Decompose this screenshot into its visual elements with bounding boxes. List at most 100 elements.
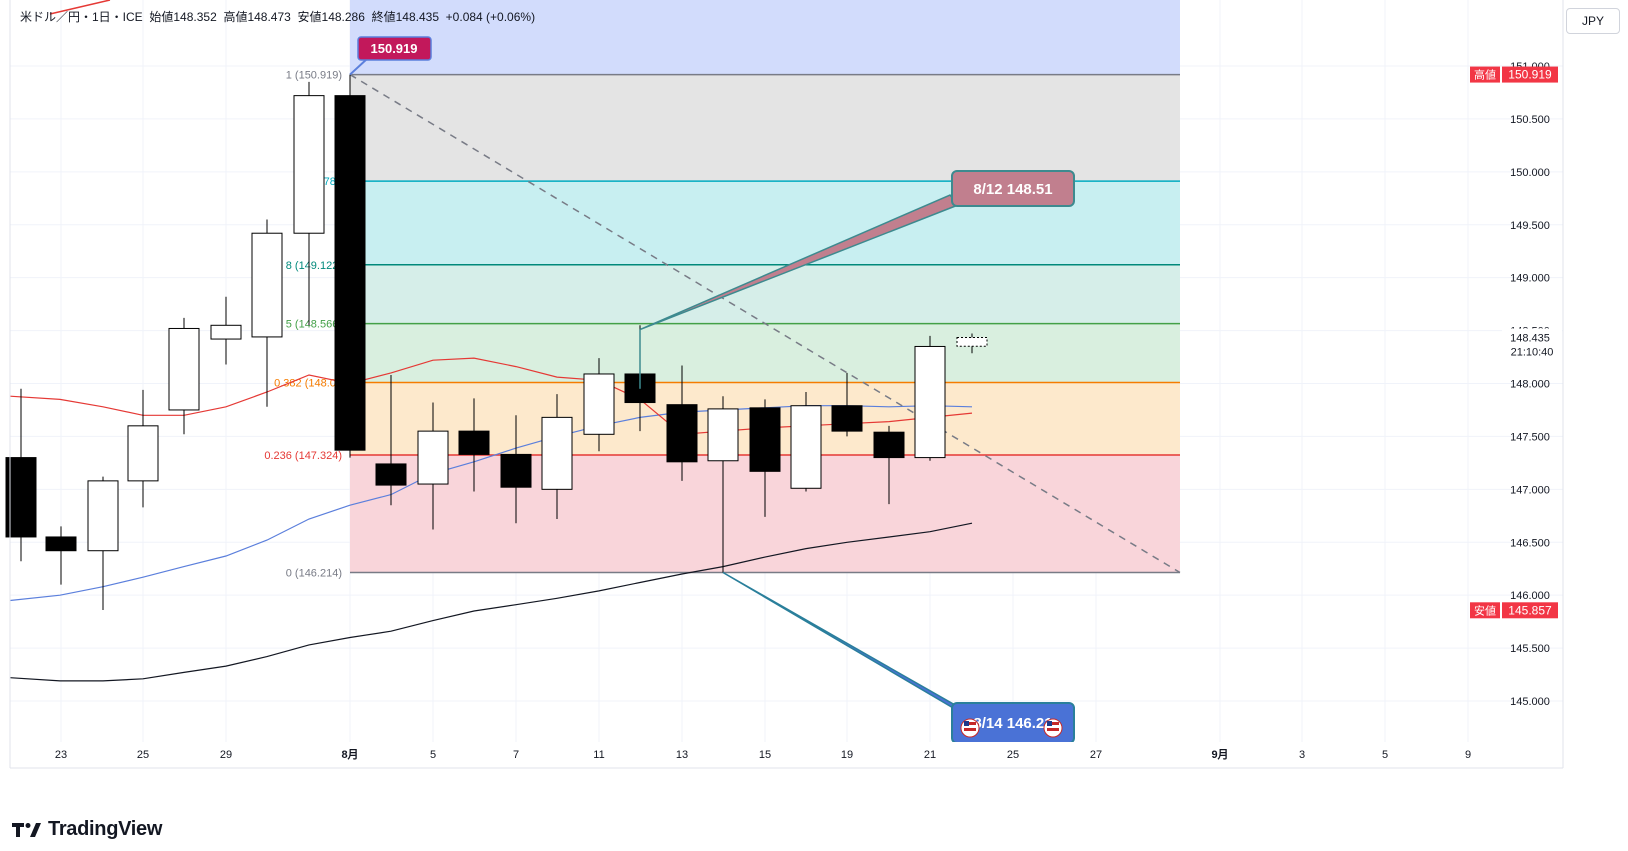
us-flag-icon: [960, 718, 980, 738]
time-tick-label: 21: [924, 749, 936, 761]
time-tick-label: 5: [430, 749, 436, 761]
time-tick-label: 8月: [341, 748, 358, 761]
candle: [127, 389, 159, 508]
candle-body: [375, 463, 407, 486]
callout-pointer-band: [722, 571, 961, 713]
symbol-info-bar: 米ドル／円・1日・ICE 始値148.352 高値148.473 安値148.2…: [20, 8, 535, 25]
fib-zone: [350, 74, 1180, 182]
candlesticks: [5, 74, 988, 610]
candle-body: [334, 95, 366, 451]
change-value: +0.084 (+0.06%): [445, 10, 536, 24]
candle: [583, 358, 615, 452]
candle-body: [873, 431, 905, 459]
price-tick-label: 147.000: [1510, 484, 1550, 496]
high-label: 高値: [223, 10, 248, 24]
tradingview-logo[interactable]: TradingView: [12, 818, 162, 841]
high-value: 148.473: [247, 10, 291, 24]
candle: [707, 396, 739, 573]
last-price-countdown: 21:10:40: [1511, 346, 1554, 358]
callouts: 150.919 8/12 148.51 8/14 146.21: [349, 36, 1075, 744]
callout-814-text: 8/14 146.21: [973, 715, 1052, 732]
candle-body: [956, 336, 988, 347]
callout-812-box: [951, 170, 1075, 207]
candle-body: [210, 324, 242, 340]
fib-level-label: 0.236 (147.324): [264, 450, 342, 462]
candle: [87, 476, 119, 610]
candle-body: [127, 425, 159, 482]
time-tick-label: 29: [220, 749, 232, 761]
candle: [417, 402, 449, 530]
brand-name: TradingView: [48, 818, 163, 840]
candle-body: [500, 453, 532, 488]
price-axis: 151.000150.500150.000149.500149.000148.5…: [1470, 61, 1562, 708]
price-tick-label: 150.000: [1510, 167, 1550, 179]
time-tick-label: 19: [841, 749, 853, 761]
candle: [956, 333, 988, 354]
fib-zone: [350, 323, 1180, 383]
open-label: 始値: [149, 10, 174, 24]
candle: [251, 219, 283, 407]
time-tick-label: 11: [593, 749, 604, 761]
candle: [334, 74, 366, 458]
callout-high-box: [357, 36, 432, 61]
candle-body: [5, 457, 37, 538]
time-tick-label: 9月: [1211, 748, 1228, 761]
candle: [375, 375, 407, 506]
price-marker: 安値 145.857: [1470, 602, 1558, 619]
tradingview-logo-icon: [12, 822, 41, 837]
fib-level-label: 5 (148.566): [286, 319, 342, 331]
last-price-bg: [1502, 328, 1562, 359]
symbol-name[interactable]: 米ドル／円・1日・ICE: [20, 10, 143, 24]
candle-body: [583, 373, 615, 435]
candle: [790, 391, 822, 492]
us-flag-icon: [1043, 718, 1063, 738]
candle-body: [87, 480, 119, 552]
fib-zone: [350, 264, 1180, 324]
time-tick-label: 9: [1465, 749, 1471, 761]
candle: [168, 317, 200, 435]
candle-body: [790, 405, 822, 489]
price-tick-label: 149.000: [1510, 273, 1550, 285]
price-tick-label: 146.000: [1510, 590, 1550, 602]
candle-body: [45, 536, 77, 552]
price-tick-label: 145.000: [1510, 696, 1550, 708]
price-marker-tag-bg: [1470, 602, 1500, 619]
low-value: 148.286: [321, 10, 365, 24]
price-marker-tag-bg: [1470, 66, 1500, 83]
callout-pointer: [349, 57, 369, 76]
price-marker-value-bg: [1502, 602, 1558, 619]
price-tick-label: 145.500: [1510, 643, 1550, 655]
candle-body: [749, 407, 781, 472]
candle-body: [541, 416, 573, 490]
close-value: 148.435: [395, 10, 439, 24]
candle-body: [458, 430, 490, 455]
currency-button[interactable]: JPY: [1566, 8, 1620, 34]
axis-background: [0, 742, 1628, 851]
time-axis: 23 25 29 8月 5 7 11 13 15 19 21 25 27 9月 3 5 9: [55, 748, 1471, 761]
fib-level-label: 0 (146.214): [286, 568, 342, 580]
fib-top-zone: [350, 0, 1180, 75]
candle-body: [666, 404, 698, 463]
price-tick-label: 150.500: [1510, 114, 1550, 126]
open-value: 148.352: [173, 10, 217, 24]
time-tick-label: 25: [137, 749, 149, 761]
low-label: 安値: [297, 10, 322, 24]
candle: [210, 296, 242, 365]
price-marker-value: 145.857: [1508, 603, 1552, 617]
candle: [914, 335, 946, 461]
candle-body: [831, 405, 863, 432]
candle: [5, 388, 37, 562]
price-marker-value: 150.919: [1508, 68, 1552, 82]
time-tick-label: 7: [513, 749, 519, 761]
candle-body: [293, 95, 325, 234]
time-tick-label: 23: [55, 749, 67, 761]
time-tick-label: 13: [676, 749, 688, 761]
close-label: 終値: [371, 10, 396, 24]
candle: [541, 394, 573, 519]
fib-level-label: 0.382 (148.01: [274, 377, 342, 389]
candle: [831, 372, 863, 437]
callout-812-text: 8/12 148.51: [973, 181, 1052, 198]
fib-level-label: 1 (150.919): [286, 70, 342, 82]
time-tick-label: 25: [1007, 749, 1019, 761]
